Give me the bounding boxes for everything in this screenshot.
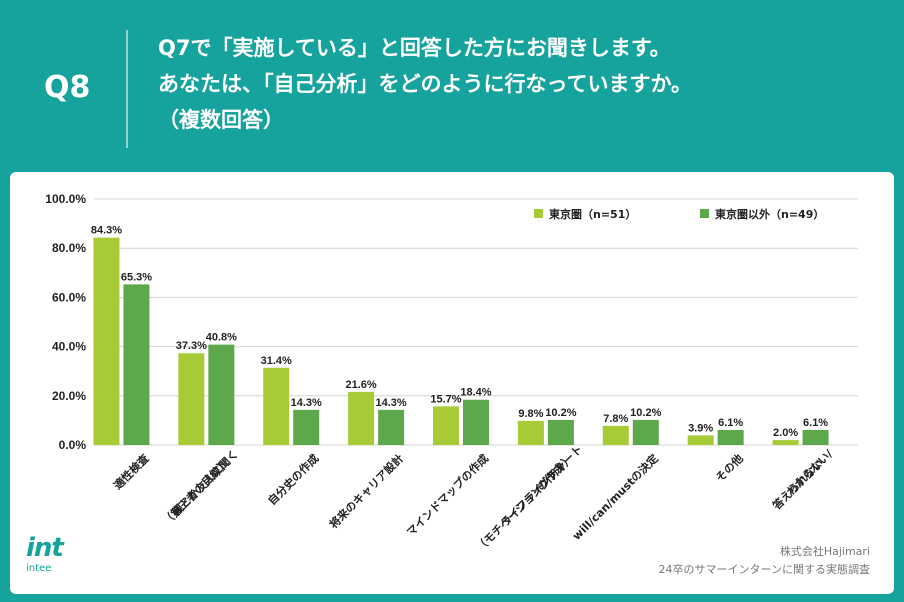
y-tick-label: 0.0% (59, 438, 87, 452)
bar (687, 435, 714, 445)
bar-value-label: 65.3% (121, 271, 152, 283)
company-name: 株式会社Hajimari (779, 545, 870, 558)
bar (632, 419, 659, 445)
question-line-2: あなたは、「自己分析」をどのように行なっていますか。 (158, 72, 693, 96)
bar (547, 419, 574, 445)
bar (463, 399, 489, 445)
category-label: の作成 (534, 460, 567, 493)
bar (378, 409, 405, 445)
intee-logo: int intee (26, 533, 64, 574)
bar (178, 353, 205, 445)
logo-mark: int (26, 533, 64, 563)
bar-value-label: 31.4% (261, 355, 292, 367)
logo-subtext: intee (26, 563, 52, 574)
bar (772, 440, 799, 445)
y-tick-label: 40.0% (52, 340, 86, 354)
category-label: will/can/mustの決定 (569, 451, 660, 542)
category-label: 自分史の作成 (265, 451, 322, 508)
category-label: （第三者の目線） (160, 456, 232, 528)
question-text: Q7で「実施している」と回答した方にお聞きします。 あなたは、「自己分析」をどの… (158, 30, 692, 138)
y-tick-label: 20.0% (52, 389, 86, 403)
bar (293, 409, 320, 445)
bar (123, 284, 150, 445)
bar (717, 429, 744, 445)
bar-value-label: 3.9% (688, 422, 713, 434)
bar-value-label: 14.3% (291, 397, 322, 409)
bar (517, 420, 544, 445)
bar (602, 425, 629, 445)
bar-value-label: 18.4% (460, 387, 491, 399)
question-number: Q8 (44, 70, 91, 105)
legend-swatch (534, 209, 543, 218)
bar-value-label: 37.3% (176, 340, 207, 352)
bar-value-label: 9.8% (518, 408, 543, 420)
bar (93, 237, 120, 445)
bar-value-label: 40.8% (206, 332, 237, 344)
bar-value-label: 10.2% (545, 407, 576, 419)
bar-value-label: 2.0% (773, 427, 798, 439)
bar-chart: 0.0% 20.0% 40.0% 60.0% 80.0% 100.0% 84.3% 65.3%… (45, 192, 858, 554)
bar-value-label: 21.6% (346, 379, 377, 391)
bar (208, 344, 235, 445)
bar (263, 367, 290, 445)
legend-label: 東京圏以外（n=49） (715, 207, 824, 221)
y-tick-label: 100.0% (45, 192, 86, 206)
legend-label: 東京圏（n=51） (549, 207, 636, 221)
bar-value-label: 10.2% (630, 407, 661, 419)
category-label: マインドマップの作成 (403, 451, 491, 539)
survey-name: 24卒のサマーインターンに関する実態調査 (658, 563, 870, 576)
y-tick-label: 80.0% (52, 241, 86, 255)
category-label: 適性検査 (111, 451, 152, 492)
question-line-1: Q7で「実施している」と回答した方にお聞きします。 (158, 36, 671, 60)
bar-value-label: 84.3% (91, 225, 122, 237)
bar (802, 429, 829, 445)
bar-value-label: 14.3% (376, 397, 407, 409)
bar-value-label: 7.8% (603, 413, 628, 425)
y-tick-label: 60.0% (52, 290, 86, 304)
category-label: 答えられない (770, 456, 827, 513)
chart-card: 0.0% 20.0% 40.0% 60.0% 80.0% 100.0% 84.3% 65.3%… (10, 172, 894, 594)
bar-value-label: 6.1% (718, 417, 743, 429)
legend-swatch (700, 209, 709, 218)
category-label: 将来のキャリア設計 (326, 451, 406, 531)
category-label: その他 (713, 451, 746, 484)
bar (348, 391, 375, 445)
bar-value-label: 6.1% (803, 417, 828, 429)
bar-value-label: 15.7% (430, 393, 461, 405)
header-divider (126, 30, 128, 148)
bar (433, 406, 459, 445)
question-line-3: （複数回答） (158, 108, 284, 132)
source-credit: 株式会社Hajimari 24卒のサマーインターンに関する実態調査 (659, 543, 870, 579)
